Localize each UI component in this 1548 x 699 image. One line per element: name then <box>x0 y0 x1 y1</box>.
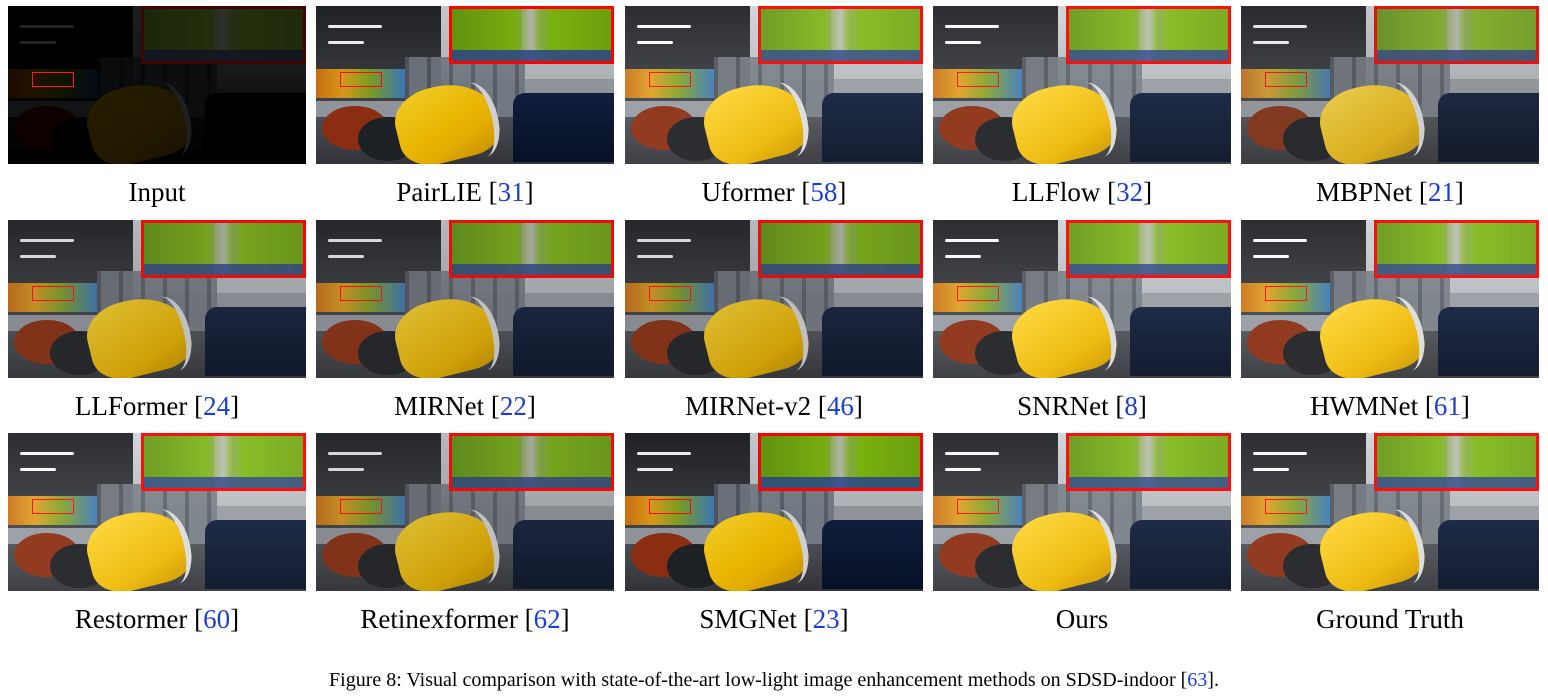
panel-pairlie: PairLIE [31] <box>316 6 614 207</box>
panel-label: Ground Truth <box>1316 604 1464 634</box>
region-of-interest-box <box>31 499 74 514</box>
panel-label: SNRNet [8] <box>1017 391 1147 421</box>
panel-label: Restormer [60] <box>74 604 240 634</box>
region-of-interest-box <box>31 286 74 301</box>
panel-label: PairLIE [31] <box>396 177 534 207</box>
panel-image <box>625 6 923 164</box>
panel-snrnet: SNRNet [8] <box>933 220 1231 421</box>
zoom-inset <box>1065 220 1231 279</box>
panel-label: Uformer [58] <box>701 177 847 207</box>
panel-ours: Ours <box>933 433 1231 634</box>
zoom-inset <box>448 6 614 65</box>
panel-label: HWMNet [61] <box>1310 391 1470 421</box>
region-of-interest-box <box>1264 286 1307 301</box>
panel-label: Retinexformer [62] <box>360 604 570 634</box>
region-of-interest-box <box>339 499 382 514</box>
panel-label: Input <box>128 177 186 207</box>
panel-smgnet: SMGNet [23] <box>625 433 923 634</box>
panel-label: LLFlow [32] <box>1011 177 1153 207</box>
panel-uformer: Uformer [58] <box>625 6 923 207</box>
panel-image <box>1241 433 1539 591</box>
zoom-inset <box>1065 6 1231 65</box>
panel-label: LLFormer [24] <box>74 391 240 421</box>
region-of-interest-box <box>648 499 691 514</box>
panel-label: MIRNet-v2 [46] <box>685 391 863 421</box>
panel-image <box>625 433 923 591</box>
panel-label: MBPNet [21] <box>1316 177 1464 207</box>
panel-mirnet: MIRNet [22] <box>316 220 614 421</box>
region-of-interest-box <box>339 72 382 87</box>
panel-image <box>8 220 306 378</box>
zoom-inset <box>1373 220 1539 279</box>
region-of-interest-box <box>956 286 999 301</box>
zoom-inset <box>1373 433 1539 492</box>
zoom-inset <box>140 220 306 279</box>
panel-image <box>625 220 923 378</box>
region-of-interest-box <box>956 499 999 514</box>
zoom-inset <box>1065 433 1231 492</box>
panel-label: SMGNet [23] <box>699 604 849 634</box>
region-of-interest-box <box>648 286 691 301</box>
zoom-inset <box>448 220 614 279</box>
panel-image <box>316 6 614 164</box>
panel-image <box>1241 220 1539 378</box>
panel-ground-truth: Ground Truth <box>1241 433 1539 634</box>
panel-label: Ours <box>1055 604 1109 634</box>
panel-image <box>1241 6 1539 164</box>
panel-llformer: LLFormer [24] <box>8 220 306 421</box>
panel-mirnet-v2: MIRNet-v2 [46] <box>625 220 923 421</box>
region-of-interest-box <box>1264 499 1307 514</box>
zoom-inset <box>757 220 923 279</box>
region-of-interest-box <box>648 72 691 87</box>
figure-caption: Figure 8: Visual comparison with state-o… <box>329 669 1219 691</box>
panel-image <box>933 433 1231 591</box>
region-of-interest-box <box>339 286 382 301</box>
zoom-inset <box>757 6 923 65</box>
zoom-inset <box>1373 6 1539 65</box>
region-of-interest-box <box>1264 72 1307 87</box>
panel-image <box>933 6 1231 164</box>
panel-retinexformer: Retinexformer [62] <box>316 433 614 634</box>
panel-image <box>8 433 306 591</box>
panel-hwmnet: HWMNet [61] <box>1241 220 1539 421</box>
zoom-inset <box>757 433 923 492</box>
zoom-inset <box>448 433 614 492</box>
region-of-interest-box <box>31 72 74 87</box>
zoom-inset <box>140 433 306 492</box>
panel-image <box>316 433 614 591</box>
zoom-inset <box>140 6 306 65</box>
region-of-interest-box <box>956 72 999 87</box>
panel-llflow: LLFlow [32] <box>933 6 1231 207</box>
panel-input: Input <box>8 6 306 207</box>
panel-mbpnet: MBPNet [21] <box>1241 6 1539 207</box>
panel-restormer: Restormer [60] <box>8 433 306 634</box>
panel-image <box>933 220 1231 378</box>
panel-label: MIRNet [22] <box>394 391 536 421</box>
panel-image <box>316 220 614 378</box>
